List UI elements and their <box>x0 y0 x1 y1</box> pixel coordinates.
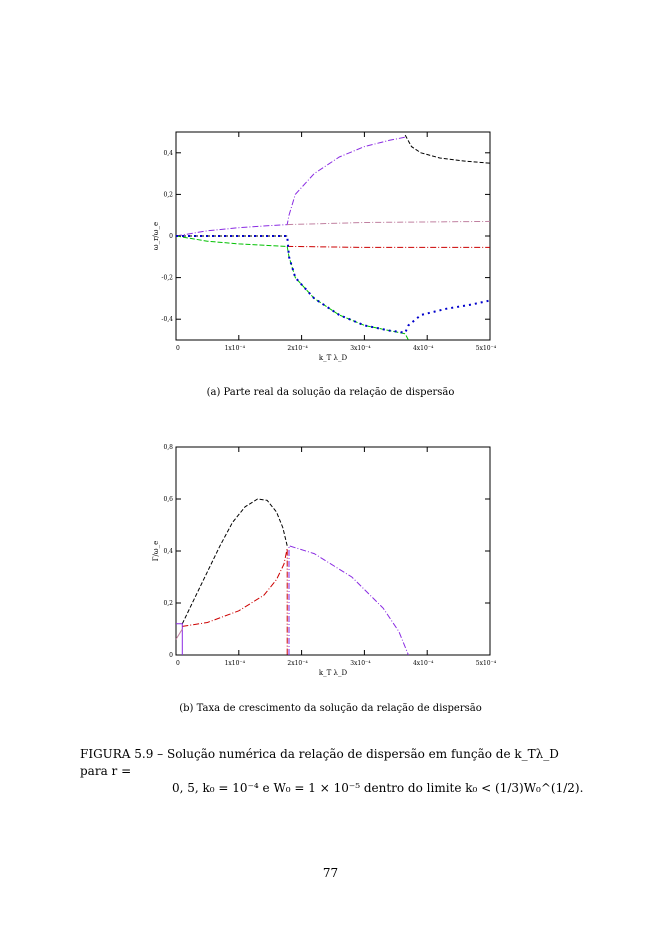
y-tick-label: 0,4 <box>163 548 173 555</box>
x-tick-label: 2x10⁻⁴ <box>287 345 308 352</box>
x-tick-label: 1x10⁻⁴ <box>225 660 246 667</box>
y-axis-label: ω_r/ω_e <box>152 222 160 250</box>
x-axis-label: k_T λ_D <box>319 354 348 362</box>
y-tick-label: 0 <box>169 233 173 240</box>
y-tick-label: 0,4 <box>163 150 173 157</box>
series-red <box>287 245 490 248</box>
x-tick-label: 4x10⁻⁴ <box>413 660 434 667</box>
x-tick-label: 1x10⁻⁴ <box>225 345 246 352</box>
figure-caption-line1: FIGURA 5.9 – Solução numérica da relação… <box>80 747 559 778</box>
x-tick-label: 2x10⁻⁴ <box>287 660 308 667</box>
series-purple <box>175 136 406 237</box>
y-axis-label: Γ/ω_e <box>152 541 160 562</box>
y-tick-label: -0,2 <box>161 275 173 282</box>
series-black-2 <box>404 134 491 164</box>
x-tick-label: 3x10⁻⁴ <box>350 345 371 352</box>
x-tick-label: 5x10⁻⁴ <box>476 660 497 667</box>
x-tick-label: 5x10⁻⁴ <box>476 345 497 352</box>
series-pink <box>287 220 491 226</box>
series-green <box>175 235 409 341</box>
series-purple-2 <box>176 623 183 655</box>
page-number: 77 <box>322 866 339 880</box>
figure-caption-line2: 0, 5, k₀ = 10⁻⁴ e W₀ = 1 × 10⁻⁵ dentro d… <box>172 781 584 795</box>
caption-a: (a) Parte real da solução da relação de … <box>206 387 455 398</box>
x-tick-label: 0 <box>176 660 180 667</box>
series-black <box>181 498 288 625</box>
figure-caption: FIGURA 5.9 – Solução numérica da relação… <box>80 746 590 797</box>
series-purple <box>288 545 409 656</box>
series-blue <box>176 235 491 334</box>
x-tick-label: 0 <box>176 345 180 352</box>
y-tick-label: 0,2 <box>163 600 173 607</box>
y-tick-label: 0 <box>169 652 173 659</box>
chart-1: 0 1x10⁻⁴ 2x10⁻⁴ 3x10⁻⁴ 4x10⁻⁴ 5x10⁻⁴ 0 0,2 0,4 0,… <box>152 444 497 677</box>
x-tick-label: 4x10⁻⁴ <box>413 345 434 352</box>
series-red <box>182 548 288 655</box>
series-pink <box>175 628 183 640</box>
plot-frame <box>175 131 491 341</box>
y-tick-label: 0,8 <box>163 444 173 451</box>
y-tick-label: 0,6 <box>163 496 173 503</box>
caption-b: (b) Taxa de crescimento da solução da re… <box>179 703 482 714</box>
y-tick-label: 0,2 <box>163 191 173 198</box>
x-axis-label: k_T λ_D <box>319 669 348 677</box>
x-tick-label: 3x10⁻⁴ <box>350 660 371 667</box>
y-tick-label: -0,4 <box>161 316 173 323</box>
chart-0: 0 1x10⁻⁴ 2x10⁻⁴ 3x10⁻⁴ 4x10⁻⁴ 5x10⁻⁴ 0,4 0,2 0 -0… <box>152 131 497 362</box>
plot-frame <box>175 446 491 656</box>
